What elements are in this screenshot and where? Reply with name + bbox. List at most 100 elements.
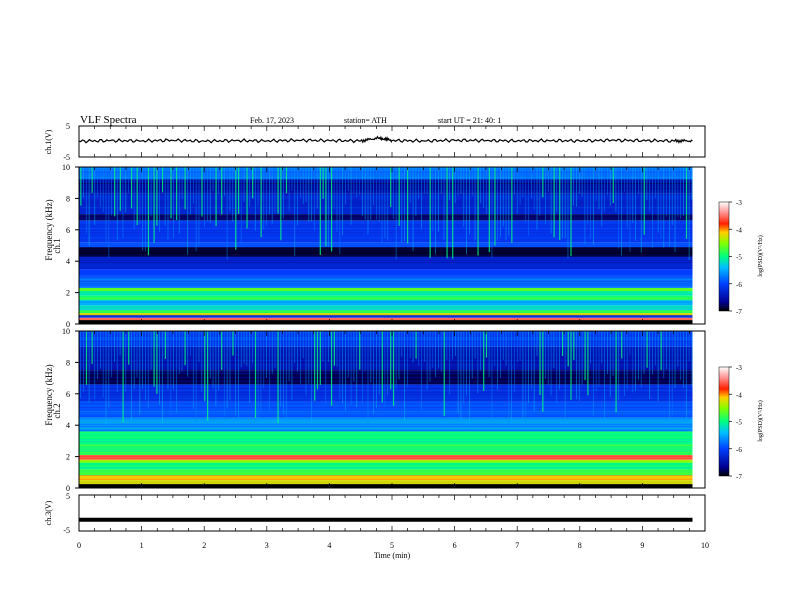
spectrogram-burst [652, 331, 653, 375]
spectrogram-burst [359, 331, 361, 370]
spectrogram-burst [364, 167, 366, 220]
spectrogram-line [79, 247, 693, 248]
spectrogram-burst [94, 167, 96, 225]
spectrogram-burst [576, 331, 577, 400]
spectrogram-burst [483, 167, 484, 208]
spectrogram-line [79, 482, 693, 484]
spectrogram-line [79, 305, 693, 307]
spectrogram-burst [274, 167, 276, 215]
spectrogram-burst [528, 331, 529, 404]
spectrogram-burst [91, 331, 93, 364]
spectrogram-burst [207, 167, 208, 222]
spectrogram-burst [361, 331, 363, 404]
spectrogram-burst [83, 331, 84, 392]
spectrogram-band [79, 475, 693, 481]
spectrogram-burst [590, 331, 591, 364]
spectrogram-burst [511, 167, 513, 243]
spectrogram-line [79, 216, 693, 218]
freq-tick-label: 0 [66, 484, 70, 493]
spectrogram-line [79, 222, 693, 224]
spectrogram-burst [291, 331, 293, 400]
spectrogram-burst [494, 167, 496, 246]
spectrogram-burst [308, 167, 310, 222]
spectrogram-burst [384, 331, 386, 407]
spectrogram-burst [508, 331, 510, 424]
spectrogram-burst [114, 331, 115, 363]
spectrogram-burst [564, 331, 566, 418]
spectrogram-burst [604, 331, 606, 420]
spectrogram-burst [142, 331, 144, 389]
spectrogram-line [79, 331, 693, 333]
spectrogram-line [79, 358, 693, 359]
start-time-label: start UT = 21: 40: 1 [438, 116, 501, 125]
spectrogram-band [79, 484, 693, 488]
spectrogram-burst [463, 167, 465, 227]
spectrogram-line [79, 345, 693, 346]
spectrogram-burst [105, 331, 107, 425]
spectrogram-line [79, 290, 693, 291]
spectrogram-burst [530, 167, 532, 199]
spectrogram-burst [516, 331, 518, 363]
spectrogram-line [79, 230, 693, 231]
spectrogram-burst [590, 167, 591, 239]
freq-tick-label: 6 [66, 390, 70, 399]
spectrogram-line [79, 226, 693, 227]
colorbar-tick-label: -6 [736, 446, 742, 454]
spectrogram-line [79, 360, 693, 361]
spectrogram-line [79, 458, 693, 459]
spectrogram-burst [381, 331, 383, 403]
spectrogram-burst [311, 167, 313, 222]
spectrogram-burst [266, 331, 267, 378]
spectrogram-line [79, 239, 693, 241]
spectrogram-burst [176, 331, 177, 414]
spectrogram-burst [449, 167, 451, 200]
spectrogram-burst [592, 331, 594, 417]
spectrogram-burst [508, 167, 510, 236]
colorbar-tick-label: -5 [736, 254, 742, 262]
spectrogram-band [79, 320, 693, 324]
spectrogram-burst [587, 331, 589, 396]
spectrogram-burst [595, 167, 597, 202]
spectrogram-burst [122, 167, 124, 238]
spectrogram-burst [238, 331, 239, 418]
spectrogram-burst [268, 331, 270, 411]
spectrogram-line [79, 224, 693, 226]
spectrogram-burst [97, 167, 98, 198]
spectrogram-line [79, 416, 693, 418]
spectrogram-burst [615, 331, 617, 413]
spectrogram-burst [198, 331, 200, 363]
spectrogram-line [79, 273, 693, 275]
spectrogram-band [79, 291, 693, 296]
spectrogram-line [79, 167, 693, 169]
spectrogram-burst [263, 167, 265, 231]
spectrogram-line [79, 241, 693, 243]
spectrogram-burst [378, 331, 380, 395]
spectrogram-burst [319, 331, 321, 385]
spectrogram-line [79, 433, 693, 435]
spectrogram-burst [181, 331, 183, 372]
colorbar-tick-label: -3 [736, 199, 742, 207]
spectrogram-burst [635, 331, 636, 392]
ch1-colorbar-ticks: -3 -4 -5 -6 -7 [729, 199, 742, 316]
spectrogram-burst [240, 167, 242, 244]
spectrogram-burst [640, 331, 642, 388]
freq-tick-label: 6 [66, 226, 70, 235]
spectrogram-burst [643, 331, 645, 374]
colorbar-tick-label: -3 [736, 364, 742, 372]
spectrogram-burst [99, 331, 101, 369]
spectrogram-burst [198, 167, 200, 246]
spectrogram-burst [271, 167, 273, 225]
spectrogram-burst [384, 167, 386, 239]
spectrogram-burst [390, 331, 392, 390]
spectrogram-line [79, 275, 693, 276]
ch1-colorbar: -3 -4 -5 -6 -7 log(PSD)(V²/Hz) [718, 199, 764, 316]
spectrogram-burst [553, 331, 555, 369]
spectrogram-burst [680, 331, 682, 381]
spectrogram-burst [522, 167, 524, 198]
spectrogram-burst [666, 331, 667, 370]
spectrogram-burst [632, 167, 634, 224]
spectrogram-burst [407, 331, 408, 388]
spectrogram-line [79, 471, 693, 472]
spectrogram-burst [446, 331, 448, 360]
spectrogram-line [79, 350, 693, 352]
